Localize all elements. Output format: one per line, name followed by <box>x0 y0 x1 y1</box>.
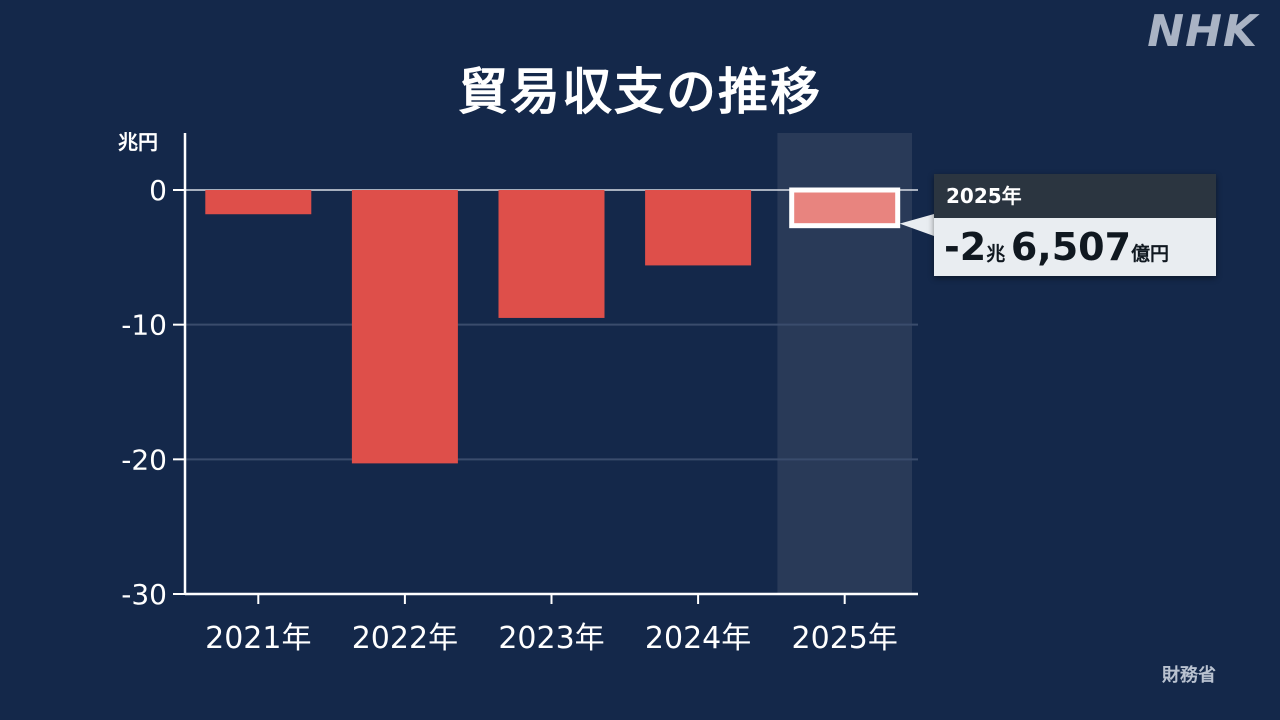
bar-2021年 <box>205 190 312 215</box>
source-label: 財務省 <box>1162 665 1216 686</box>
y-unit-label: 兆円 <box>118 130 158 154</box>
callout-billion-value: 6,507 <box>1010 225 1132 269</box>
callout-year: 2025年 <box>934 174 1216 218</box>
callout-billion-unit: 億円 <box>1131 243 1170 265</box>
y-tick-label: 0 <box>149 174 167 207</box>
bar-2022年 <box>351 190 458 464</box>
value-callout: 2025年 -2兆 6,507億円 <box>934 174 1216 276</box>
callout-pointer <box>899 214 934 236</box>
bar-2025年 <box>789 187 901 229</box>
callout-trillion-unit: 兆 <box>986 243 1006 265</box>
bar-2024年 <box>645 190 752 266</box>
y-tick-label: -30 <box>121 578 167 611</box>
x-category-label: 2024年 <box>645 621 751 656</box>
y-tick-label: -20 <box>121 443 167 476</box>
callout-trillion-value: -2 <box>944 225 987 269</box>
chart-title: 貿易収支の推移 <box>458 63 822 121</box>
bar-2023年 <box>498 190 605 318</box>
nhk-logo: NHK <box>1147 6 1258 57</box>
callout-value: -2兆 6,507億円 <box>934 218 1216 276</box>
x-category-label: 2021年 <box>205 621 311 656</box>
y-tick-label: -10 <box>121 309 167 342</box>
x-category-label: 2022年 <box>352 621 458 656</box>
x-category-label: 2025年 <box>792 621 898 656</box>
x-category-label: 2023年 <box>498 621 604 656</box>
